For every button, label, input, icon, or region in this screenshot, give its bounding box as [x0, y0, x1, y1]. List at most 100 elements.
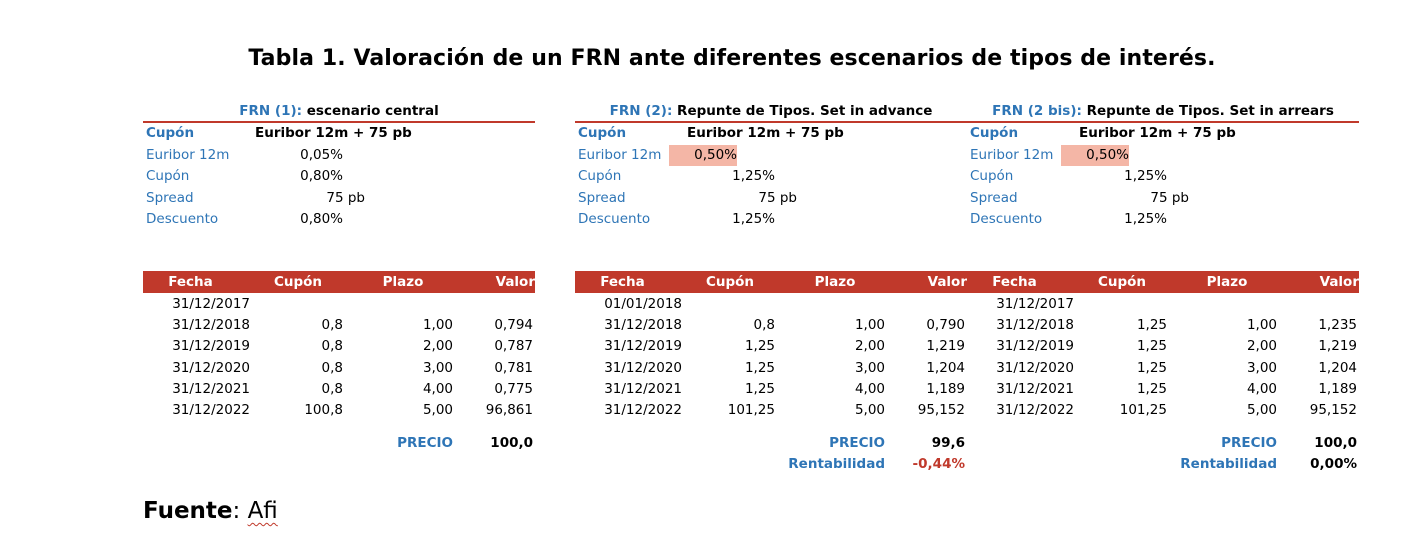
cupon-formula-row: Cupón Euribor 12m + 75 pb	[967, 123, 1359, 144]
table-cell: 1,235	[1318, 317, 1357, 334]
rentabilidad-label: Rentabilidad	[1180, 456, 1277, 472]
column-header: Valor actual	[1312, 274, 1359, 312]
table-row: 31/12/2021 1,25 4,00 1,189	[967, 379, 1359, 400]
rentabilidad-row: Rentabilidad 0,00%	[967, 454, 1359, 475]
precio-value: 100,0	[490, 435, 533, 451]
panel-title-prefix: FRN (2):	[609, 103, 673, 119]
table-cell: 0,781	[494, 359, 533, 376]
table-cell: 1,25	[1136, 380, 1167, 397]
table-cell: 96,861	[485, 401, 533, 418]
table-cell: 101,25	[727, 401, 775, 418]
spread-row: Spread 75 pb	[143, 188, 535, 209]
table-row: 31/12/2018 0,8 1,00 0,794	[143, 315, 535, 336]
table-cell: 31/12/2020	[604, 359, 682, 376]
table-cell: 1,25	[744, 338, 775, 355]
table-cell: 0,8	[753, 317, 775, 334]
precio-row: PRECIO 100,0	[143, 433, 535, 454]
precio-value: 99,6	[931, 435, 965, 451]
panel-params: Cupón Euribor 12m + 75 pb Euribor 12m 0,50%…	[575, 123, 967, 233]
table-cell: 31/12/2021	[172, 380, 250, 397]
rentabilidad-value: 0,00%	[1310, 456, 1357, 472]
panel-params: Cupón Euribor 12m + 75 pb Euribor 12m 0,05%…	[143, 123, 535, 233]
table-cell: 31/12/2021	[604, 380, 682, 397]
spread-label: Spread	[146, 190, 194, 206]
euribor-label: Euribor 12m	[146, 147, 230, 163]
rentabilidad-label: Rentabilidad	[788, 456, 885, 472]
cupon-formula-label: Cupón	[146, 125, 195, 141]
euribor-value: 0,50%	[1061, 145, 1129, 166]
euribor-label: Euribor 12m	[578, 147, 662, 163]
table-body: 31/12/2017 31/12/2018 1,25 1,00 1,235 31/12/2…	[967, 294, 1359, 421]
cupon-formula-value: Euribor 12m + 75 pb	[255, 125, 412, 141]
column-header: Fecha	[168, 274, 213, 290]
panel-title-rule	[967, 121, 1359, 123]
table-row: 31/12/2020 1,25 3,00 1,204	[967, 358, 1359, 379]
descuento-label: Descuento	[578, 211, 651, 227]
table-cell: 1,204	[926, 359, 965, 376]
table-cell: 2,00	[854, 338, 885, 355]
table-cell: 5,00	[854, 401, 885, 418]
table-cell: 31/12/2018	[172, 317, 250, 334]
cupon-formula-row: Cupón Euribor 12m + 75 pb	[143, 123, 535, 144]
source-note: Fuente: Afi	[143, 498, 278, 524]
table-cell: 0,8	[321, 317, 343, 334]
precio-row: PRECIO 100,0	[967, 433, 1359, 454]
rentabilidad-value: -0,44%	[912, 456, 965, 472]
table-cell: 1,219	[926, 338, 965, 355]
table-row: 31/12/2022 101,25 5,00 95,152	[575, 400, 967, 421]
table-cell: 31/12/2019	[996, 338, 1074, 355]
cupon-rate-label: Cupón	[146, 168, 190, 184]
panel-title-suffix: escenario central	[302, 103, 439, 119]
table-cell: 31/12/2021	[996, 380, 1074, 397]
table-cell: 1,219	[1318, 338, 1357, 355]
frn-panel-1: FRN (1): escenario central Cupón Euribor 1…	[143, 102, 535, 451]
descuento-row: Descuento 0,80%	[143, 209, 535, 230]
cupon-formula-value: Euribor 12m + 75 pb	[1079, 125, 1236, 141]
cupon-rate-label: Cupón	[578, 168, 622, 184]
table-cell: 1,189	[926, 380, 965, 397]
spread-label: Spread	[578, 190, 626, 206]
column-header: Plazo	[382, 274, 424, 290]
cupon-rate-row: Cupón 0,80%	[143, 166, 535, 187]
euribor-row: Euribor 12m 0,50%	[575, 145, 967, 166]
table-cell: 101,25	[1119, 401, 1167, 418]
precio-label: PRECIO	[1221, 435, 1277, 451]
table-cell: 95,152	[917, 401, 965, 418]
column-header: Cupón	[1097, 274, 1147, 290]
table-cell: 5,00	[1246, 401, 1277, 418]
table-body: 01/01/2018 31/12/2018 0,8 1,00 0,790 31/12/20…	[575, 294, 967, 421]
table-cell: 0,794	[494, 317, 533, 334]
table-row: 31/12/2018 0,8 1,00 0,790	[575, 315, 967, 336]
panel-title: FRN (1): escenario central	[143, 102, 535, 120]
table-cell: 2,00	[1246, 338, 1277, 355]
column-header: Plazo	[814, 274, 856, 290]
table-cell: 1,25	[744, 359, 775, 376]
column-header: Fecha	[992, 274, 1037, 290]
table-cell: 4,00	[854, 380, 885, 397]
cupon-formula-label: Cupón	[970, 125, 1019, 141]
table-cell: 0,790	[926, 317, 965, 334]
table-cell: 1,204	[1318, 359, 1357, 376]
descuento-row: Descuento 1,25%	[575, 209, 967, 230]
table-row: 31/12/2019 1,25 2,00 1,219	[967, 336, 1359, 357]
euribor-value: 0,05%	[300, 147, 343, 163]
column-header: Valor actual	[920, 274, 967, 312]
cupon-formula-row: Cupón Euribor 12m + 75 pb	[575, 123, 967, 144]
table-header: Fecha Cupón Plazo Valor actual	[967, 271, 1359, 312]
source-label: Fuente	[143, 498, 233, 524]
spread-row: Spread 75 pb	[967, 188, 1359, 209]
panel-title-suffix: Repunte de Tipos. Set in arrears	[1081, 103, 1334, 119]
table-cell: 31/12/2017	[996, 296, 1074, 312]
table-cell: 0,8	[321, 359, 343, 376]
table-row: 31/12/2017	[143, 294, 535, 315]
table-cell: 1,25	[1136, 317, 1167, 334]
table-header: Fecha Cupón Plazo Valor actual	[143, 271, 535, 312]
table-body: 31/12/2017 31/12/2018 0,8 1,00 0,794 31/12/20…	[143, 294, 535, 421]
table-row: 31/12/2021 0,8 4,00 0,775	[143, 379, 535, 400]
cupon-formula-value: Euribor 12m + 75 pb	[687, 125, 844, 141]
spread-label: Spread	[970, 190, 1018, 206]
table-cell: 100,8	[304, 401, 343, 418]
table-cell: 3,00	[854, 359, 885, 376]
panel-title: FRN (2 bis): Repunte de Tipos. Set in ar…	[967, 102, 1359, 120]
table-row: 31/12/2022 100,8 5,00 96,861	[143, 400, 535, 421]
